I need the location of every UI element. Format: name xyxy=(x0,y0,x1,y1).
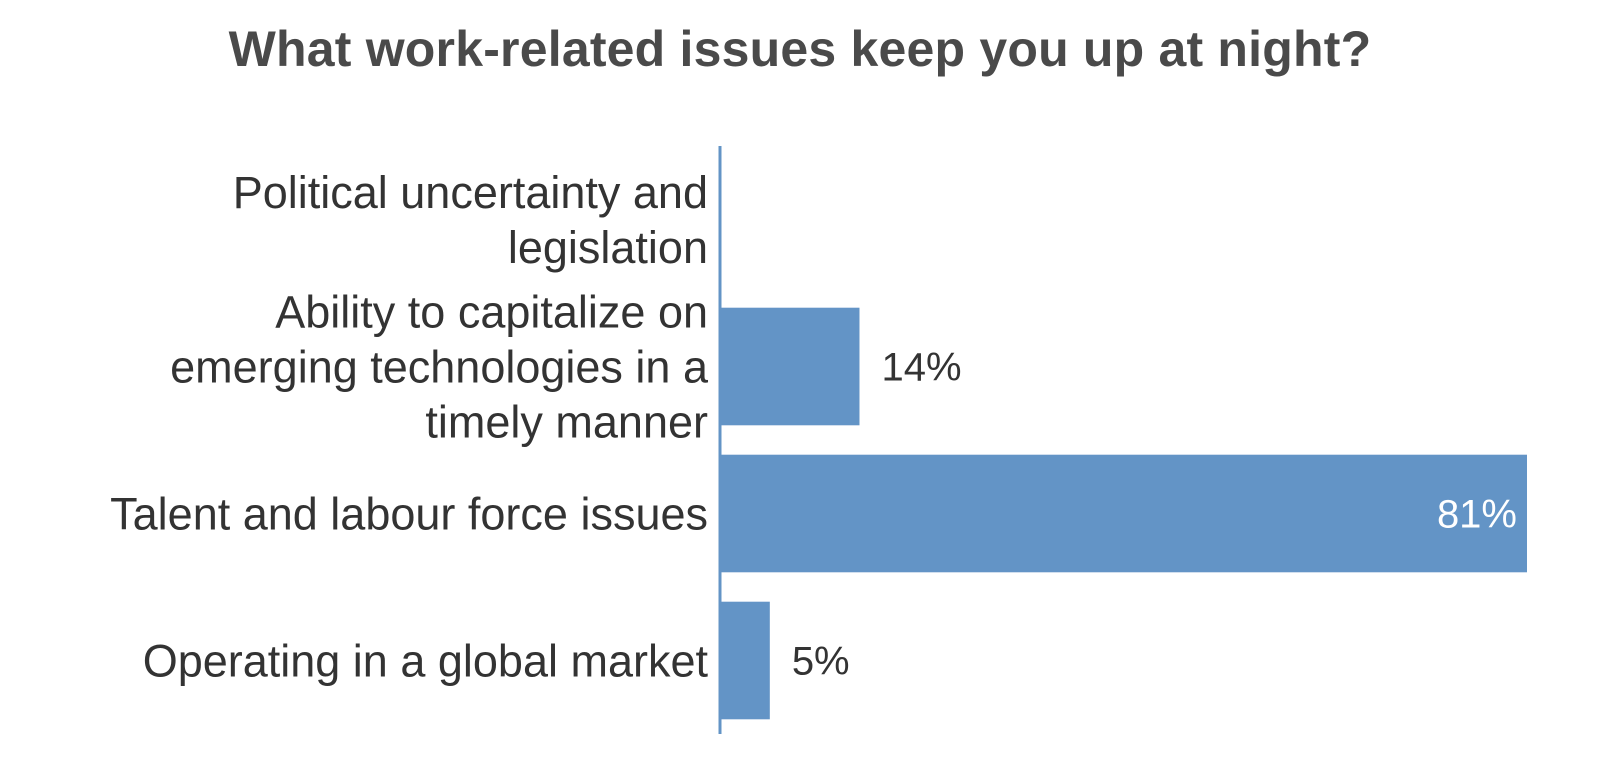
data-label-3: 81% xyxy=(1437,493,1517,537)
chart-title: What work-related issues keep you up at … xyxy=(228,21,1372,77)
labels-layer: Political uncertainty and legislation Abil… xyxy=(110,167,1517,687)
bar-2 xyxy=(720,307,860,426)
bar-3 xyxy=(720,454,1527,573)
category-label-3: Talent and labour force issues xyxy=(110,489,708,540)
data-label-4: 5% xyxy=(792,640,850,684)
category-label-2: Ability to capitalize on emerging technol… xyxy=(170,287,709,448)
category-label-4: Operating in a global market xyxy=(143,636,709,687)
bars-layer xyxy=(720,307,1527,720)
category-label-1: Political uncertainty and legislation xyxy=(233,167,708,273)
bar-4 xyxy=(720,601,770,720)
data-label-2: 14% xyxy=(881,346,961,390)
